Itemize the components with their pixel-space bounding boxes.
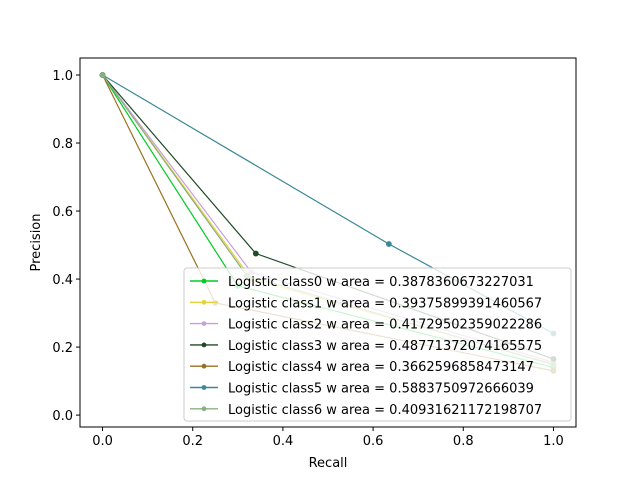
legend-entry: Logistic class1 w area = 0.3937589939146… xyxy=(190,296,542,311)
legend-entry: Logistic class4 w area = 0.3662596858473… xyxy=(190,360,534,375)
axes-frame xyxy=(79,57,577,428)
x-tick-label: 0.0 xyxy=(92,434,113,449)
data-point xyxy=(252,250,259,257)
legend-label: Logistic class4 w area = 0.3662596858473… xyxy=(228,360,534,375)
legend-entry: Logistic class5 w area = 0.5883750972666… xyxy=(190,382,534,397)
legend-label: Logistic class6 w area = 0.4093162117219… xyxy=(228,403,542,418)
x-tick-label: 0.6 xyxy=(363,434,384,449)
legend-box xyxy=(183,267,572,422)
legend-marker xyxy=(201,363,207,369)
legend-marker xyxy=(201,385,207,390)
y-tick-label: 0.0 xyxy=(52,409,73,424)
legend-marker xyxy=(201,321,207,326)
axis-ticks: 0.0 0.2 0.4 0.6 0.8 1.0 0.0 0.2 0.4 0.6 0.8 1.0 xyxy=(52,69,563,449)
x-axis-label: Recall xyxy=(309,456,348,471)
y-axis-label: Precision xyxy=(29,213,44,271)
legend-entry: Logistic class0 w area = 0.3878360673227… xyxy=(190,275,534,290)
x-tick-label: 1.0 xyxy=(543,434,564,449)
data-point xyxy=(385,241,392,247)
legend-label: Logistic class3 w area = 0.4877137207416… xyxy=(228,339,542,354)
legend-marker xyxy=(201,406,207,412)
y-tick-label: 0.4 xyxy=(52,273,73,288)
legend-entry: Logistic class2 w area = 0.4172950235902… xyxy=(190,318,542,333)
legend: Logistic class0 w area = 0.3878360673227… xyxy=(183,267,572,422)
legend-entry: Logistic class3 w area = 0.4877137207416… xyxy=(190,339,542,354)
legend-label: Logistic class2 w area = 0.4172950235902… xyxy=(228,318,542,333)
legend-label: Logistic class5 w area = 0.5883750972666… xyxy=(228,382,534,397)
y-tick-label: 1.0 xyxy=(52,69,73,84)
legend-label: Logistic class0 w area = 0.3878360673227… xyxy=(228,275,534,290)
data-point xyxy=(99,72,106,78)
legend-label: Logistic class1 w area = 0.3937589939146… xyxy=(228,296,542,311)
x-tick-label: 0.2 xyxy=(182,434,203,449)
y-tick-label: 0.6 xyxy=(52,205,73,220)
x-tick-label: 0.8 xyxy=(453,434,474,449)
legend-marker xyxy=(201,342,207,348)
x-tick-label: 0.4 xyxy=(273,434,294,449)
legend-entry: Logistic class6 w area = 0.4093162117219… xyxy=(190,403,542,418)
legend-marker xyxy=(201,278,207,284)
y-tick-label: 0.8 xyxy=(52,137,73,152)
legend-marker xyxy=(201,299,207,305)
y-tick-label: 0.2 xyxy=(52,341,73,356)
